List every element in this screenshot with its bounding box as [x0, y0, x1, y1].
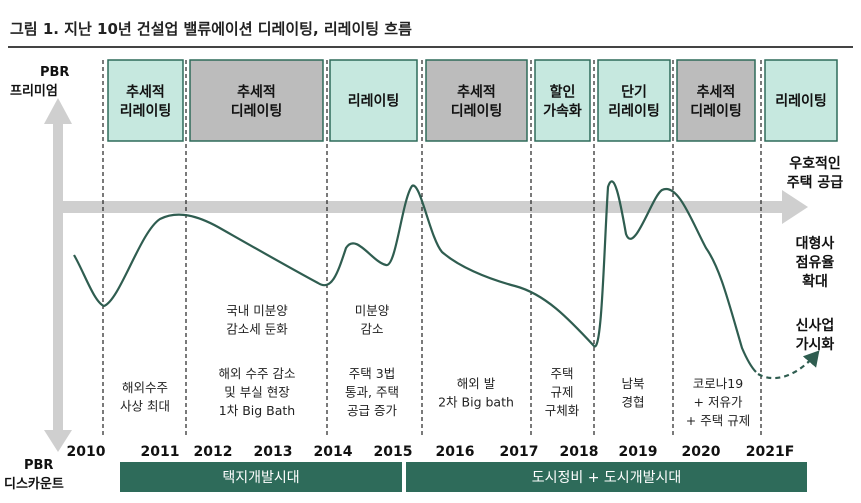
year-tick-label: 2011: [141, 444, 180, 460]
year-tick-label: 2021F: [746, 444, 795, 460]
phase-box-derating: [425, 59, 528, 142]
pbr-discount-label-2: 디스카운트: [4, 476, 64, 492]
event-note: 주택 3법 통과, 주택 공급 증가: [345, 366, 399, 418]
era-bar: [120, 462, 402, 492]
event-note: 주택 규제 구체화: [545, 366, 580, 418]
event-note: 코로나19 + 저유가 + 주택 규제: [686, 376, 750, 428]
year-tick-label: 2017: [500, 444, 539, 460]
phase-label: 리레이팅: [775, 93, 827, 110]
year-tick-label: 2012: [194, 444, 233, 460]
year-tick-label: 2016: [436, 444, 475, 460]
phase-box-rerating: [764, 59, 838, 142]
event-note: 국내 미분양 감소세 둔화: [226, 303, 288, 337]
era-bars: 택지개발시대 도시정비 + 도시개발시대: [120, 462, 807, 492]
outlook-label: 신사업 가시화: [796, 318, 835, 353]
year-axis: 2010 2011 2012 2013 2014 2015 2016 2017 2018 2019…: [67, 444, 795, 460]
event-note: 해외 수주 감소 및 부실 현장 1차 Big Bath: [219, 366, 296, 418]
era-label: 택지개발시대: [222, 470, 299, 486]
phase-box-rerating: [107, 59, 184, 142]
phase-label: 리레이팅: [348, 93, 400, 110]
vertical-axis-arrow: [44, 98, 72, 452]
phase-box-rerating: [329, 59, 418, 142]
year-tick-label: 2019: [619, 444, 658, 460]
outlook-label: 대형사 점유율 확대: [796, 235, 835, 290]
figure-title: 그림 1. 지난 10년 건설업 밸류에이션 디레이팅, 리레이팅 흐름: [10, 20, 412, 38]
phase-label: 추세적 리레이팅: [120, 84, 172, 120]
phase-boxes: 추세적 리레이팅 추세적 디레이팅 리레이팅 추세적 디레이팅 할인 가속화 단기 리레이팅 추세적 디…: [107, 59, 838, 142]
phase-label: 추세적 디레이팅: [451, 84, 503, 120]
year-tick-label: 2015: [374, 444, 413, 460]
year-tick-label: 2013: [254, 444, 293, 460]
phase-box-derating: [189, 59, 324, 142]
phase-label: 추세적 디레이팅: [690, 84, 742, 120]
event-note: 해외수주 사상 최대: [120, 380, 170, 414]
event-note: 해외 발 2차 Big bath: [438, 376, 514, 410]
year-tick-label: 2010: [67, 444, 106, 460]
event-note: 미분양 감소: [355, 303, 390, 337]
title-divider: [8, 46, 853, 48]
outlook-label: 우호적인 주택 공급: [787, 155, 844, 191]
phase-label: 할인 가속화: [543, 84, 582, 120]
event-note: 남북 경협: [621, 376, 644, 410]
phase-label: 추세적 디레이팅: [231, 84, 283, 120]
year-tick-label: 2014: [314, 444, 353, 460]
pbr-trend-curve: [73, 180, 757, 373]
year-tick-label: 2020: [682, 444, 721, 460]
era-bar: [406, 462, 807, 492]
pbr-premium-label-1: PBR: [40, 65, 69, 80]
phase-box-rerating: [597, 59, 671, 142]
pbr-discount-label-1: PBR: [24, 458, 53, 473]
era-label: 도시정비 + 도시개발시대: [532, 470, 681, 486]
pbr-premium-label-2: 프리미엄: [10, 83, 58, 99]
phase-box-derating: [676, 59, 756, 142]
pbr-forecast-curve: [757, 350, 820, 380]
phase-label: 단기 리레이팅: [608, 84, 660, 120]
phase-box-rerating: [534, 59, 591, 142]
year-tick-label: 2018: [560, 444, 599, 460]
horizontal-axis-arrow: [62, 190, 808, 224]
